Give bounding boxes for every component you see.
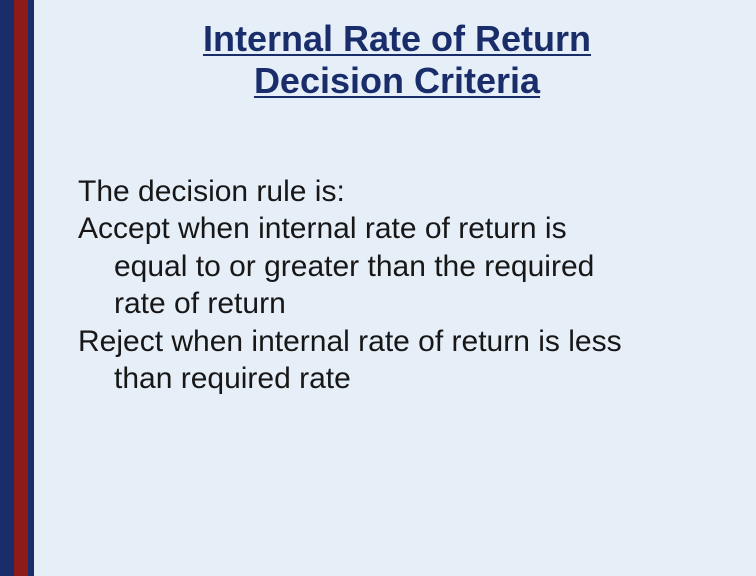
body-line-accept-2: equal to or greater than the required	[78, 248, 716, 286]
left-accent-stripe	[0, 0, 34, 576]
body-line-reject-2: than required rate	[78, 360, 716, 398]
slide-title: Internal Rate of Return Decision Criteri…	[78, 18, 716, 103]
stripe-red	[14, 0, 28, 576]
slide-content: Internal Rate of Return Decision Criteri…	[34, 0, 756, 576]
body-line-intro: The decision rule is:	[78, 173, 716, 211]
title-line-1: Internal Rate of Return	[203, 18, 591, 59]
body-line-accept-3: rate of return	[78, 285, 716, 323]
body-line-accept-1: Accept when internal rate of return is	[78, 210, 716, 248]
stripe-navy-wide	[0, 0, 14, 576]
slide-body: The decision rule is: Accept when intern…	[78, 173, 716, 398]
body-line-reject-1: Reject when internal rate of return is l…	[78, 323, 716, 361]
title-line-2: Decision Criteria	[254, 60, 540, 101]
